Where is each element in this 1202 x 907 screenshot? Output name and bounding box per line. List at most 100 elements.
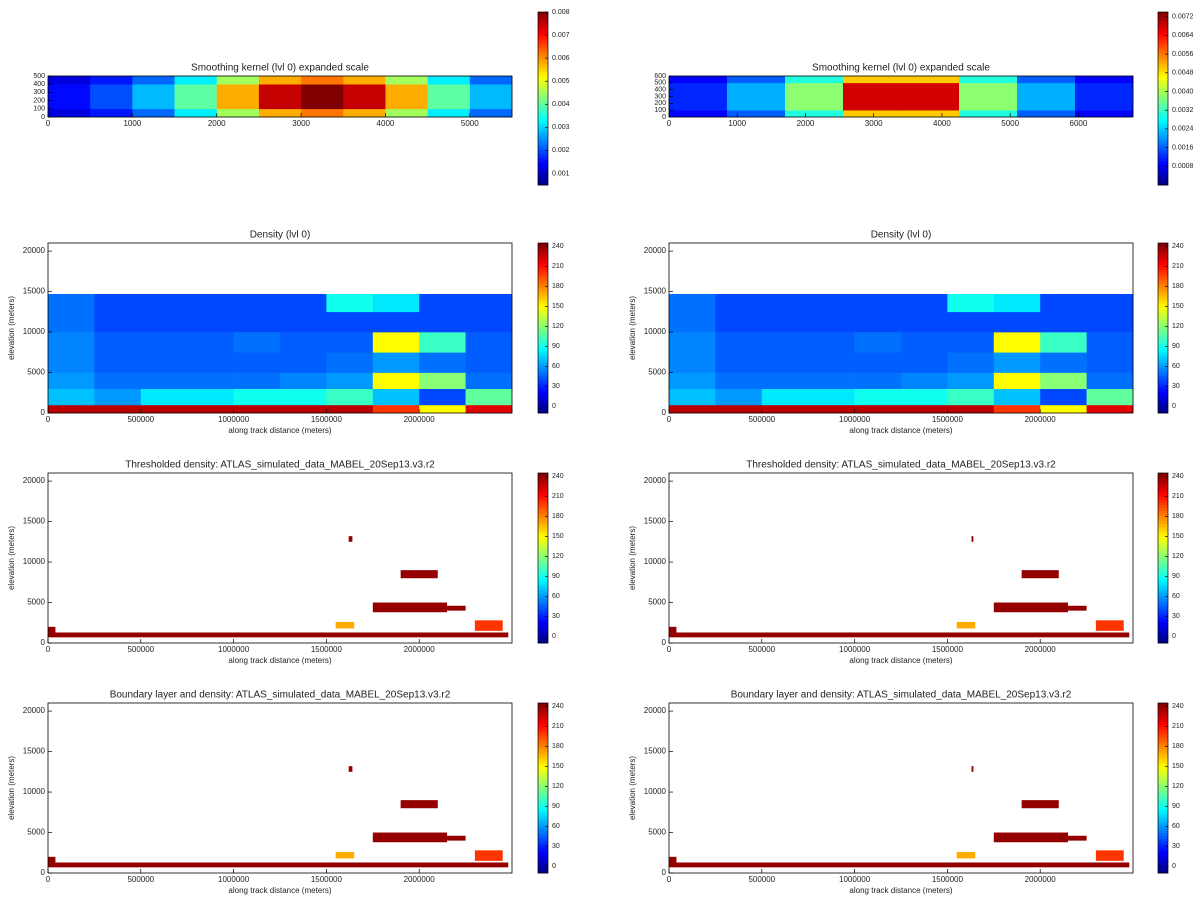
colorbar-segment bbox=[1158, 619, 1168, 623]
colorbar-tick-label: 0.0072 bbox=[1172, 14, 1194, 21]
colorbar-segment bbox=[1158, 375, 1168, 379]
colorbar-segment bbox=[1158, 407, 1168, 411]
colorbar-tick-label: 0.0064 bbox=[1172, 32, 1194, 39]
density-box bbox=[335, 851, 355, 859]
density-box bbox=[1021, 570, 1059, 579]
x-tick-label: 1500000 bbox=[932, 875, 964, 884]
colorbar-segment bbox=[538, 790, 548, 794]
colorbar-segment bbox=[538, 36, 548, 40]
colorbar-segment bbox=[1158, 851, 1168, 855]
colorbar-segment bbox=[1158, 103, 1168, 108]
heatmap-cell bbox=[132, 76, 175, 85]
colorbar-tick-label: 240 bbox=[552, 473, 564, 480]
colorbar-segment bbox=[538, 109, 548, 113]
density-box bbox=[400, 570, 438, 579]
colorbar-tick-label: 240 bbox=[1172, 243, 1184, 250]
heatmap-cell bbox=[993, 404, 1041, 414]
colorbar-segment bbox=[538, 833, 548, 837]
heatmap-cell bbox=[301, 84, 344, 110]
colorbar-frame bbox=[537, 11, 549, 186]
colorbar-segment bbox=[538, 846, 548, 850]
colorbar-segment bbox=[1158, 504, 1168, 508]
heatmap-cell bbox=[94, 352, 142, 373]
subplot: Density (lvl 0)0 500000 1000000 1500000 2000… bbox=[7, 230, 564, 435]
heatmap-cell bbox=[280, 388, 327, 406]
colorbar-segment bbox=[1158, 756, 1168, 760]
colorbar-segment bbox=[1158, 282, 1168, 286]
colorbar-segment bbox=[1158, 320, 1168, 324]
heatmap-cell bbox=[669, 82, 728, 111]
colorbar-segment bbox=[1158, 157, 1168, 162]
colorbar-segment bbox=[538, 817, 548, 821]
colorbar-segment bbox=[538, 830, 548, 834]
x-tick-label: 1500000 bbox=[311, 645, 343, 654]
colorbar-segment bbox=[1158, 825, 1168, 829]
colorbar-segment bbox=[1158, 708, 1168, 712]
colorbar-segment bbox=[1158, 405, 1168, 409]
colorbar-segment bbox=[538, 798, 548, 802]
x-tick-label: 4000 bbox=[933, 119, 951, 128]
colorbar-segment bbox=[1158, 74, 1168, 78]
heatmap-cell bbox=[785, 76, 844, 84]
colorbar-segment bbox=[538, 843, 548, 847]
colorbar-segment bbox=[1158, 152, 1168, 156]
heatmap-cell bbox=[132, 84, 175, 110]
colorbar-segment bbox=[538, 857, 548, 861]
colorbar-segment bbox=[538, 341, 548, 345]
heatmap-cell bbox=[901, 82, 960, 111]
colorbar-segment bbox=[538, 298, 548, 302]
colorbar-segment bbox=[1158, 475, 1168, 479]
colorbar-segment bbox=[1158, 383, 1168, 387]
density-box bbox=[48, 632, 509, 638]
heatmap-cell bbox=[326, 404, 374, 414]
colorbar-segment bbox=[1158, 502, 1168, 506]
colorbar-segment bbox=[1158, 766, 1168, 770]
colorbar-segment bbox=[538, 381, 548, 385]
colorbar-segment bbox=[1158, 870, 1168, 874]
colorbar-segment bbox=[538, 296, 548, 300]
chart-title: Density (lvl 0) bbox=[250, 230, 311, 241]
x-tick-label: 2000000 bbox=[1025, 415, 1057, 424]
heatmap-cell bbox=[1040, 332, 1087, 353]
colorbar-tick-label: 210 bbox=[1172, 263, 1184, 270]
colorbar-segment bbox=[1158, 603, 1168, 607]
colorbar-segment bbox=[1158, 25, 1168, 29]
colorbar-segment bbox=[1158, 253, 1168, 257]
colorbar-segment bbox=[538, 640, 548, 644]
colorbar-segment bbox=[1158, 28, 1168, 32]
density-box bbox=[956, 851, 976, 859]
heatmap-cell bbox=[1086, 372, 1134, 390]
heatmap-cell bbox=[48, 332, 95, 353]
colorbar-segment bbox=[538, 536, 548, 540]
colorbar-segment bbox=[538, 171, 548, 175]
colorbar-segment bbox=[538, 483, 548, 487]
colorbar-tick-label: 180 bbox=[552, 513, 564, 520]
colorbar-segment bbox=[1158, 182, 1168, 186]
colorbar-segment bbox=[538, 473, 548, 477]
colorbar-tick-label: 0 bbox=[1172, 633, 1176, 640]
colorbar-segment bbox=[538, 28, 548, 32]
density-box bbox=[474, 620, 503, 631]
colorbar-segment bbox=[538, 822, 548, 826]
colorbar-segment bbox=[1158, 753, 1168, 757]
heatmap-cell bbox=[959, 110, 1018, 118]
x-tick-label: 1000000 bbox=[218, 645, 250, 654]
colorbar-segment bbox=[538, 14, 548, 18]
heatmap-cell bbox=[715, 294, 763, 313]
colorbar-segment bbox=[1158, 510, 1168, 514]
heatmap-cell bbox=[761, 388, 809, 406]
colorbar-segment bbox=[1158, 20, 1168, 24]
colorbar-segment bbox=[538, 141, 548, 145]
colorbar-segment bbox=[538, 745, 548, 749]
colorbar-segment bbox=[1158, 592, 1168, 596]
colorbar-segment bbox=[538, 806, 548, 810]
density-box bbox=[372, 832, 448, 843]
colorbar-segment bbox=[538, 378, 548, 382]
colorbar-segment bbox=[538, 507, 548, 511]
colorbar-segment bbox=[1158, 584, 1168, 588]
heatmap-cell bbox=[947, 404, 995, 414]
density-box bbox=[669, 626, 677, 633]
colorbar-segment bbox=[538, 79, 548, 83]
colorbar-segment bbox=[1158, 399, 1168, 403]
colorbar-segment bbox=[538, 592, 548, 596]
